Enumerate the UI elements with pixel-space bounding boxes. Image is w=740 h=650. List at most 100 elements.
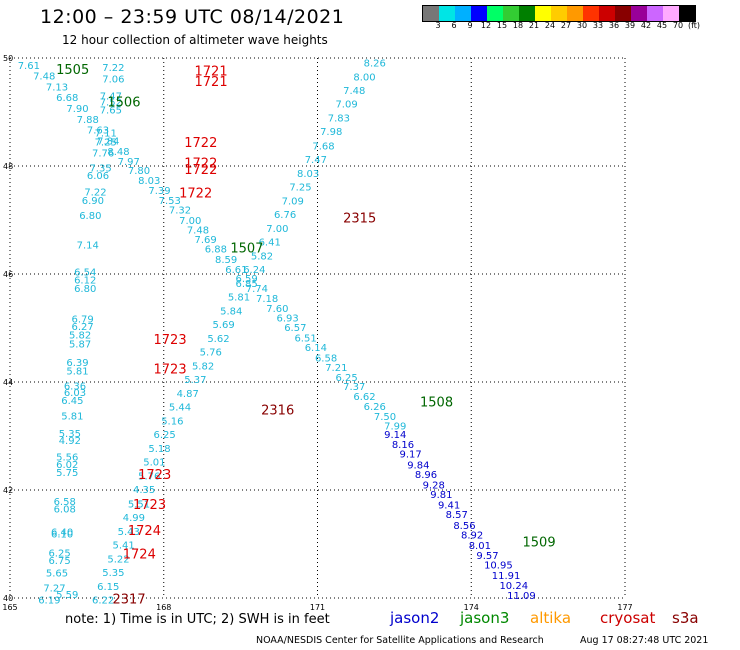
swh-value: 5.56: [56, 452, 78, 463]
swh-value: 6.14: [305, 343, 327, 354]
credit-line: NOAA/NESDIS Center for Satellite Applica…: [256, 635, 544, 646]
swh-value: 7.53: [159, 196, 181, 207]
time-label: 1722: [184, 157, 217, 172]
swh-value: 6.93: [277, 314, 299, 325]
swh-value: 4.87: [177, 389, 199, 400]
swh-value: 6.85: [236, 279, 258, 290]
swh-value: 9.28: [423, 480, 445, 491]
swh-value: 5.81: [66, 366, 88, 377]
swh-value: 7.09: [335, 100, 357, 111]
swh-value: 7.50: [374, 412, 396, 423]
swh-value: 6.90: [82, 196, 104, 207]
swh-value: 7.21: [325, 363, 347, 374]
swh-value: 6.80: [79, 211, 101, 222]
swh-value: 7.32: [169, 206, 191, 217]
swh-value: 9.84: [407, 460, 429, 471]
swh-value: 6.62: [353, 392, 375, 403]
swh-value: 7.25: [95, 137, 117, 148]
swh-value: 7.09: [282, 196, 304, 207]
color-scale-swatch: [487, 6, 503, 21]
swh-value: 8.00: [353, 73, 375, 84]
swh-value: 6.68: [56, 93, 78, 104]
color-scale-label: 42: [640, 21, 652, 30]
color-scale-label: 6: [451, 21, 457, 30]
time-label: 1722: [179, 186, 212, 201]
swh-value: 11.09: [507, 591, 536, 602]
swh-value: 7.60: [266, 304, 288, 315]
swh-value: 7.18: [256, 294, 278, 305]
swh-value: 7.39: [148, 186, 170, 197]
color-scale-swatch: [647, 6, 663, 21]
time-label: 1505: [56, 63, 89, 78]
color-scale-swatch: [455, 6, 471, 21]
swh-value: 7.37: [343, 382, 365, 393]
time-label: 1506: [107, 96, 140, 111]
time-label: 1723: [154, 362, 187, 377]
swh-value: 7.25: [289, 182, 311, 193]
legend-jason3: jason3: [460, 609, 510, 627]
color-scale-label: 27: [560, 21, 572, 30]
generated-timestamp: Aug 17 08:27:48 UTC 2021: [580, 635, 709, 646]
color-scale-swatch: [471, 6, 487, 21]
legend-s3a: s3a: [672, 609, 699, 627]
swh-value: 7.00: [266, 224, 288, 235]
swh-value: 6.12: [74, 276, 96, 287]
swh-value: 7.98: [320, 127, 342, 138]
color-scale-swatch: [535, 6, 551, 21]
swh-value: 6.25: [48, 548, 70, 559]
swh-value: 6.27: [72, 322, 94, 333]
swh-value: 9.41: [438, 500, 460, 511]
swh-value: 6.03: [64, 388, 86, 399]
swh-value: 6.25: [154, 430, 176, 441]
y-tick-label: 40: [3, 594, 13, 603]
y-tick-label: 50: [3, 54, 13, 63]
swh-value: 6.06: [87, 171, 109, 182]
swh-value: 5.18: [148, 444, 170, 455]
swh-value: 9.14: [384, 430, 406, 441]
swh-value: 5.44: [169, 403, 191, 414]
color-scale-label: 18: [512, 21, 524, 30]
legend-altika: altika: [530, 609, 572, 627]
color-scale-label: 33: [592, 21, 604, 30]
swh-value: 5.75: [56, 468, 78, 479]
swh-value: 5.43: [118, 527, 140, 538]
swh-value: 5.16: [161, 417, 183, 428]
color-scale-label: 15: [496, 21, 508, 30]
swh-value: 5.82: [251, 251, 273, 262]
swh-value: 8.16: [392, 440, 414, 451]
time-label: 1508: [420, 395, 453, 410]
time-label: 1723: [133, 498, 166, 513]
swh-value: 7.80: [128, 166, 150, 177]
swh-value: 8.96: [415, 470, 437, 481]
swh-value: 7.84: [97, 136, 119, 147]
time-label: 1723: [138, 468, 171, 483]
swh-value: 6.79: [72, 315, 94, 326]
swh-value: 8.59: [215, 255, 237, 266]
swh-value: 5.76: [200, 348, 222, 359]
swh-value: 6.40: [51, 527, 73, 538]
swh-value: 5.51: [128, 499, 150, 510]
swh-value: 6.54: [74, 268, 96, 279]
swh-value: 9.17: [400, 450, 422, 461]
x-tick-label: 177: [617, 603, 632, 612]
swh-value: 8.01: [469, 541, 491, 552]
color-scale-label: 30: [576, 21, 588, 30]
time-label: 1721: [195, 75, 228, 90]
swh-value: 7.14: [77, 241, 99, 252]
swh-value: 5.41: [113, 540, 135, 551]
swh-value: 6.10: [51, 530, 73, 541]
color-scale-label: 21: [528, 21, 540, 30]
swh-value: 8.57: [446, 510, 468, 521]
swh-value: 7.65: [100, 106, 122, 117]
swh-value: 7.22: [102, 63, 124, 74]
y-tick-label: 46: [3, 270, 13, 279]
swh-value: 4.92: [59, 436, 81, 447]
swh-value: 7.48: [343, 86, 365, 97]
time-label: 1507: [230, 241, 263, 256]
swh-value: 6.51: [294, 334, 316, 345]
swh-value: 10.95: [484, 560, 513, 571]
time-label: 1723: [154, 333, 187, 348]
swh-value: 6.88: [205, 244, 227, 255]
swh-value: 9.57: [476, 551, 498, 562]
